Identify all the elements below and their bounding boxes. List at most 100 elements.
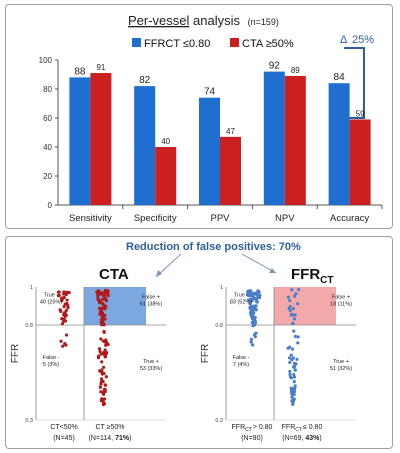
scatter-point	[99, 337, 103, 341]
scatter-point	[292, 375, 297, 379]
quadrant-label-false-positive: 61 (38%)	[140, 301, 162, 307]
scatter-point	[288, 304, 292, 309]
scatter-point	[102, 392, 106, 396]
y-tick-label: 0.8	[215, 323, 223, 329]
legend-swatch-ffrct	[132, 38, 141, 47]
x-label-ct-sub: CT	[295, 427, 302, 433]
scatter-point	[97, 291, 101, 295]
right-plot-title: FFRCT	[291, 266, 334, 286]
scatter-point	[100, 372, 104, 376]
bar-cta	[349, 119, 371, 205]
scatter-point	[246, 293, 250, 297]
scatter-point	[293, 334, 297, 339]
x-label-close: )	[319, 435, 321, 442]
scatter-point	[62, 295, 66, 300]
scatter-point	[256, 290, 260, 294]
bar-ffrct	[69, 77, 91, 205]
scatter-point	[103, 294, 107, 298]
bar-value-label: 92	[269, 61, 281, 72]
bar-ffrct	[263, 71, 285, 205]
y-tick-label: 1	[30, 285, 33, 291]
ffrct-scatter-plot: 1 0.8 0.3 FFR True -83 (52%) False +18 (11%) F…	[200, 285, 356, 442]
scatter-point	[96, 356, 101, 360]
scatter-point	[252, 304, 257, 308]
quadrant-label-true-positive: True +	[143, 359, 159, 365]
scatter-point	[101, 297, 105, 301]
x-label-ffr: FFR	[232, 424, 246, 431]
y-tick-label: 0.8	[25, 323, 33, 329]
bar-ffrct	[134, 86, 156, 205]
scatter-point	[289, 313, 293, 317]
scatter-point	[59, 339, 63, 343]
bar-value-label: 59	[356, 109, 365, 118]
scatter-point	[65, 291, 69, 295]
scatter-point	[98, 385, 102, 389]
scatter-point	[295, 357, 299, 361]
scatter-point	[253, 320, 258, 325]
bar-value-label: 40	[161, 137, 170, 146]
x-label-n-part: (N=69,	[282, 435, 305, 442]
scatter-point	[292, 313, 296, 317]
bar-cta	[90, 73, 112, 205]
scatter-point	[103, 348, 107, 352]
bar-chart: Per-vessel analysis (n=159) FFRCT ≤0.80 …	[39, 13, 383, 224]
x-label-ffrct-le080-n: (N=69, 43%)	[282, 435, 322, 442]
x-label-threshold: > 0.80	[253, 424, 273, 431]
scatter-point	[97, 347, 102, 351]
delta-bracket	[344, 47, 365, 119]
bar-chart-panel: Per-vessel analysis (n=159) FFRCT ≤0.80 …	[5, 4, 393, 229]
scatter-point	[289, 353, 293, 357]
x-label-ct-sub: CT	[245, 427, 252, 433]
scatter-point	[288, 360, 292, 365]
x-tick-label: Specificity	[134, 213, 177, 224]
scatter-point	[101, 403, 105, 407]
scatter-point	[253, 335, 257, 339]
y-tick-label: 80	[43, 85, 52, 94]
scatter-point	[288, 345, 292, 349]
scatter-point	[292, 294, 297, 298]
x-label-ffrct-le080: FFRCT≤ 0.80	[282, 424, 323, 433]
scatter-point	[98, 349, 102, 354]
delta-annotation: Δ 25%	[340, 34, 374, 119]
scatter-point	[62, 317, 66, 321]
scatter-point	[291, 321, 295, 326]
scatter-point	[101, 379, 105, 384]
scatter-point	[103, 317, 107, 321]
scatter-point	[250, 315, 254, 319]
scatter-point	[251, 343, 255, 347]
false-positive-zone	[84, 287, 146, 325]
arrowhead-left-icon	[156, 270, 162, 277]
scatter-point	[255, 293, 259, 297]
scatter-point	[104, 353, 108, 357]
bar-value-label: 91	[96, 63, 105, 72]
bar-value-label: 74	[204, 87, 216, 98]
y-axis-label: FFR	[10, 344, 21, 363]
scatter-point	[292, 329, 296, 333]
scatter-point	[254, 297, 258, 301]
false-positive-zone	[274, 287, 336, 325]
right-plot-title-sub: CT	[320, 275, 333, 286]
right-plot-title-main: FFR	[291, 266, 320, 283]
scatter-point	[64, 308, 68, 313]
quadrant-label-true-positive: True +	[333, 359, 349, 365]
bar-ffrct	[328, 83, 350, 205]
bar-value-label: 88	[74, 66, 86, 77]
scatter-point	[64, 333, 69, 337]
scatter-point	[106, 289, 110, 293]
scatter-point	[293, 386, 297, 390]
scatter-point	[99, 390, 103, 394]
scatter-point	[104, 375, 108, 379]
x-label-ct-ge50-n: (N=114, 71%)	[89, 435, 132, 442]
scatter-point	[103, 389, 107, 394]
scatter-point	[100, 319, 104, 323]
scatter-point	[99, 377, 104, 381]
headline: Reduction of false positives: 70%	[126, 241, 301, 253]
arrowhead-right-icon	[269, 268, 276, 273]
scatter-point	[63, 341, 67, 346]
x-tick-label: NPV	[275, 213, 295, 224]
scatter-point	[293, 368, 297, 372]
scatter-point	[292, 365, 297, 369]
scatter-point	[291, 306, 295, 311]
scatter-point	[103, 288, 108, 292]
scatter-point	[247, 289, 252, 293]
